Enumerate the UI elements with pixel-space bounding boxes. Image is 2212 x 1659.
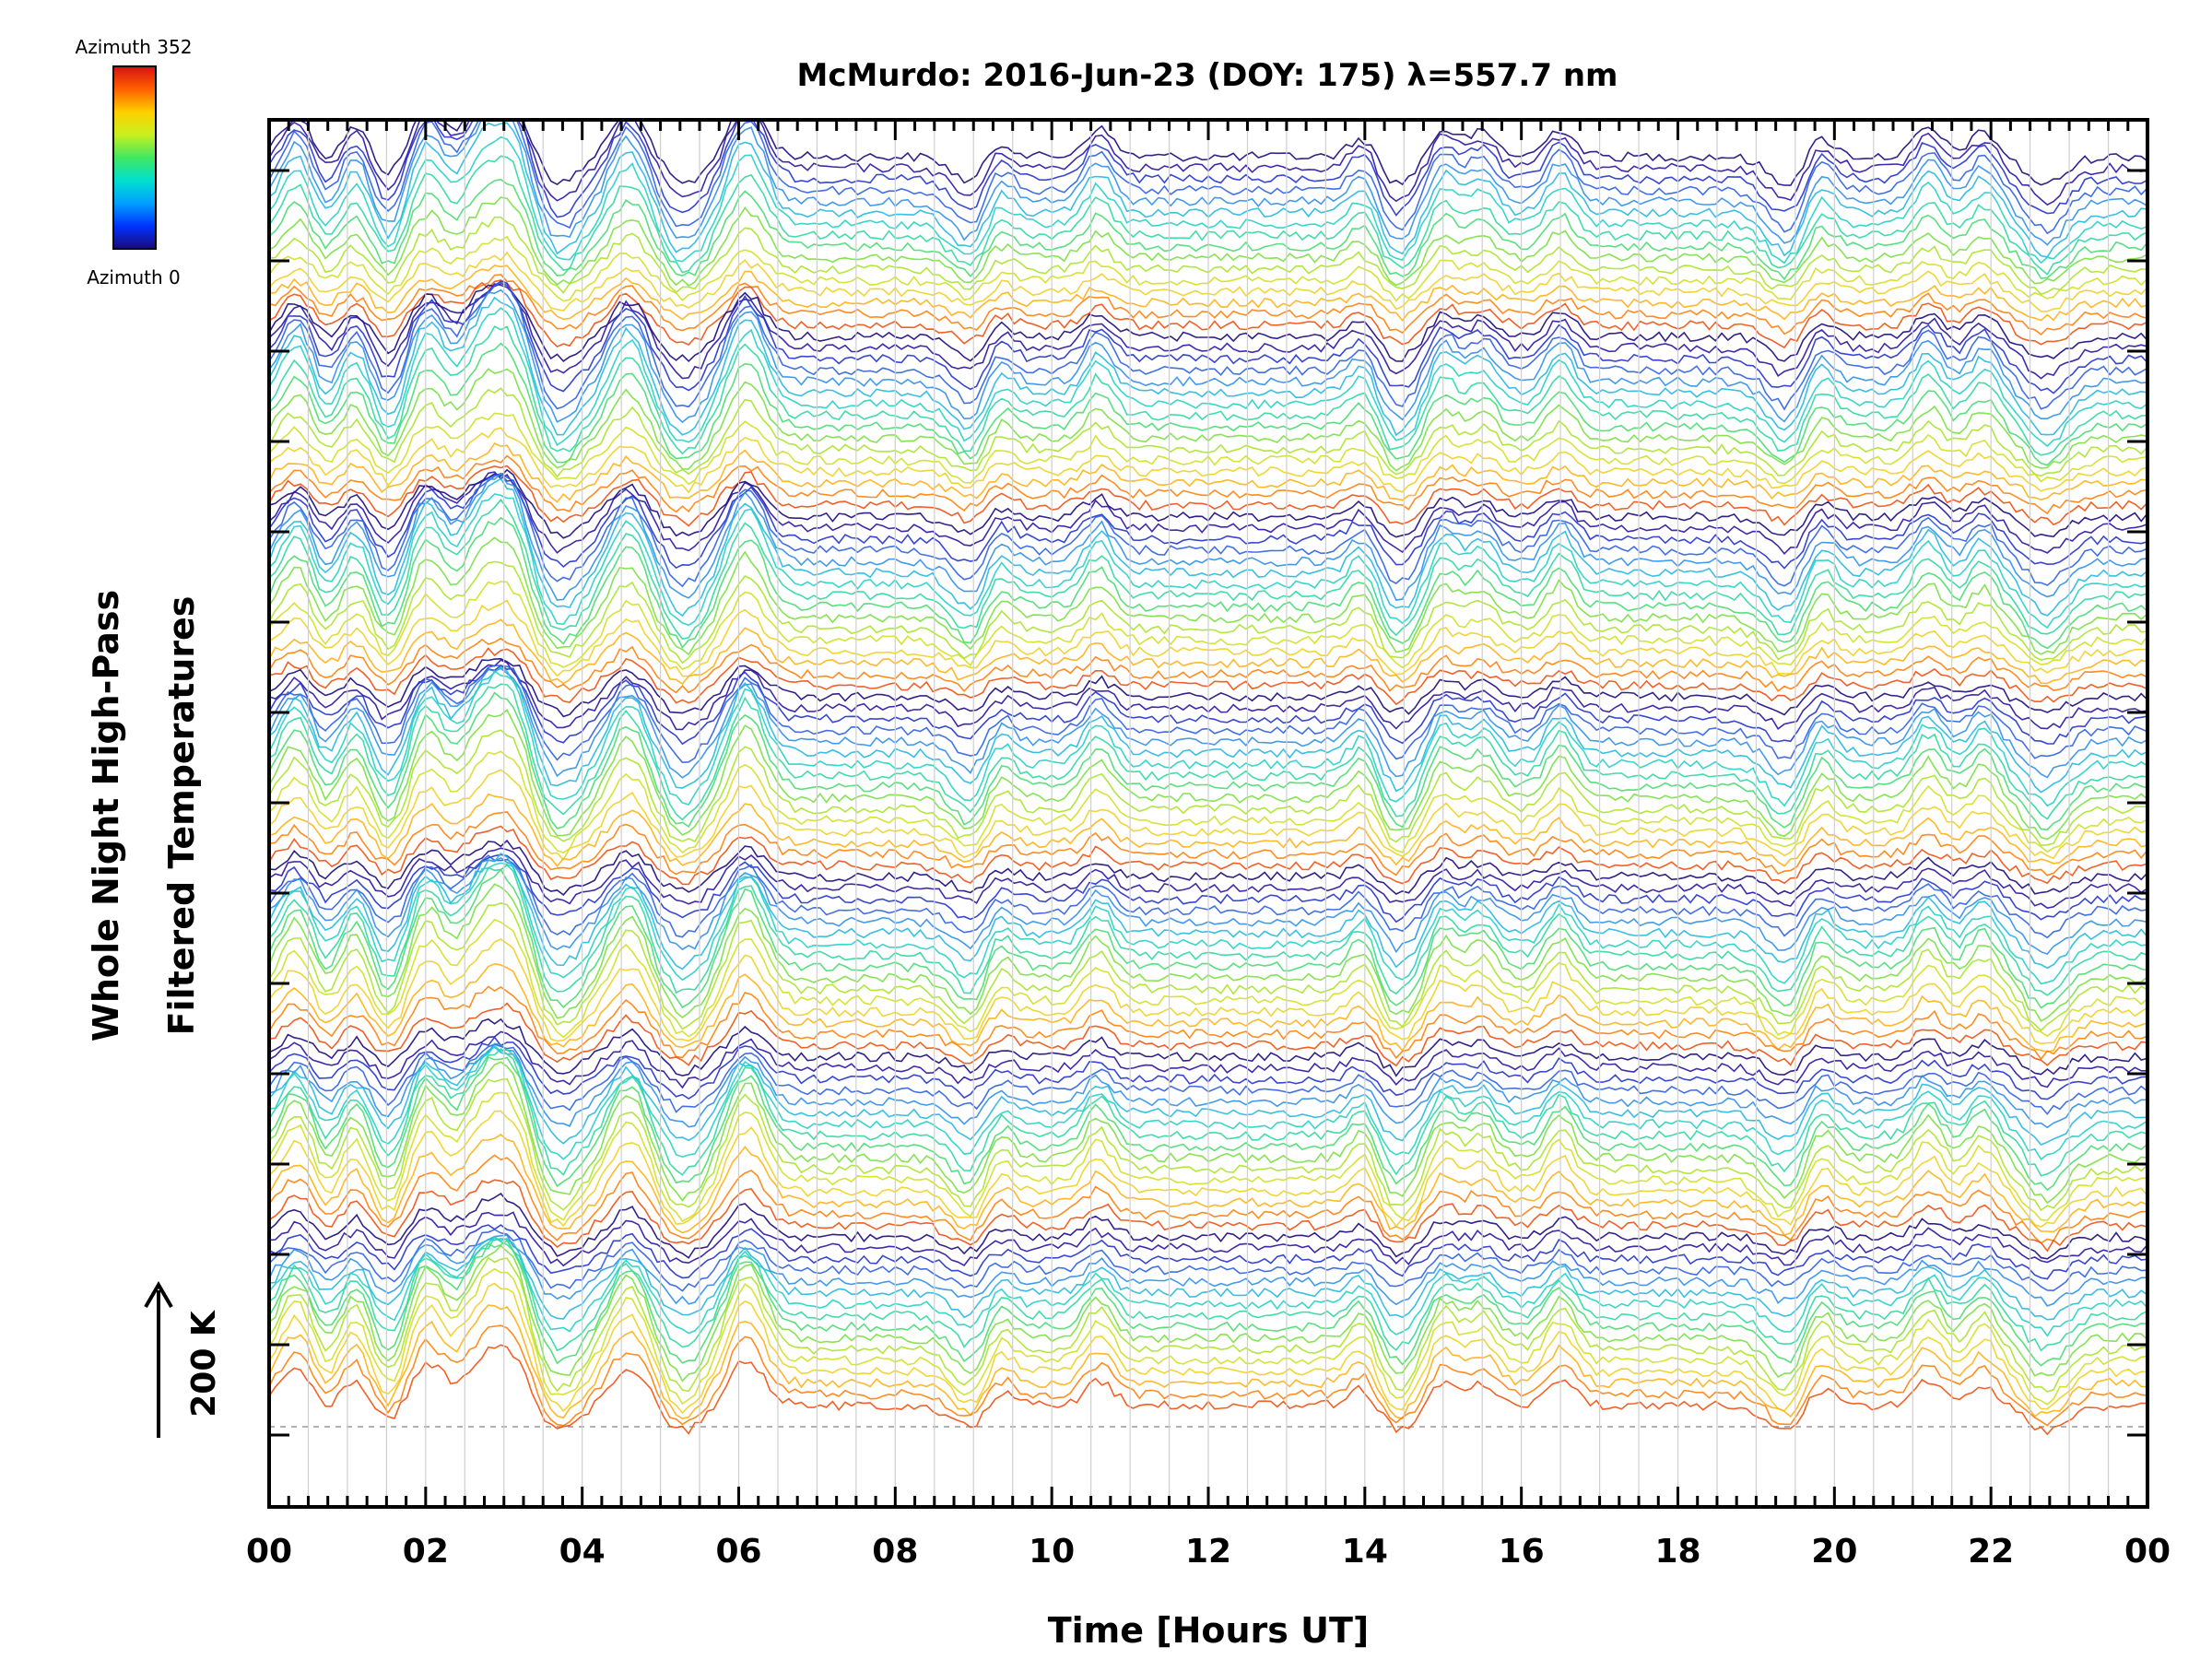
y-axis-label-line1: Whole Night High-Pass: [86, 590, 126, 1041]
scale-indicator: 200 K: [144, 1281, 223, 1438]
x-tick-label: 20: [1811, 1533, 1857, 1571]
colorbar-top-label: Azimuth 352: [76, 36, 193, 58]
x-tick-label: 12: [1185, 1533, 1231, 1571]
scale-label: 200 K: [185, 1310, 223, 1418]
x-tick-label: 22: [1968, 1533, 2014, 1571]
x-tick-label: 10: [1029, 1533, 1075, 1571]
x-tick-label: 02: [403, 1533, 449, 1571]
x-tick-labels: 00 02 04 06 08 10 12 14 16 18 20 22 00: [246, 1533, 2171, 1571]
colorbar: Azimuth 352 Azimuth 0: [76, 36, 193, 288]
scale-arrow-head: [144, 1281, 173, 1309]
x-tick-label: 04: [559, 1533, 606, 1571]
x-tick-label: 08: [872, 1533, 918, 1571]
axis-ticks: [267, 120, 2149, 1507]
y-axis-label-line2: Filtered Temperatures: [161, 596, 202, 1036]
x-tick-label: 00: [2124, 1533, 2171, 1571]
colorbar-gradient: [112, 65, 157, 250]
x-tick-label: 16: [1499, 1533, 1545, 1571]
x-axis-label: Time [Hours UT]: [1048, 1610, 1370, 1651]
x-tick-label: 14: [1342, 1533, 1388, 1571]
colorbar-bottom-label: Azimuth 0: [87, 266, 181, 288]
x-tick-label: 06: [715, 1533, 761, 1571]
x-tick-label: 18: [1654, 1533, 1700, 1571]
x-tick-label: 00: [246, 1533, 292, 1571]
grid-lines: [307, 120, 2110, 1507]
chart-title: McMurdo: 2016-Jun-23 (DOY: 175) λ=557.7 …: [797, 57, 1618, 94]
